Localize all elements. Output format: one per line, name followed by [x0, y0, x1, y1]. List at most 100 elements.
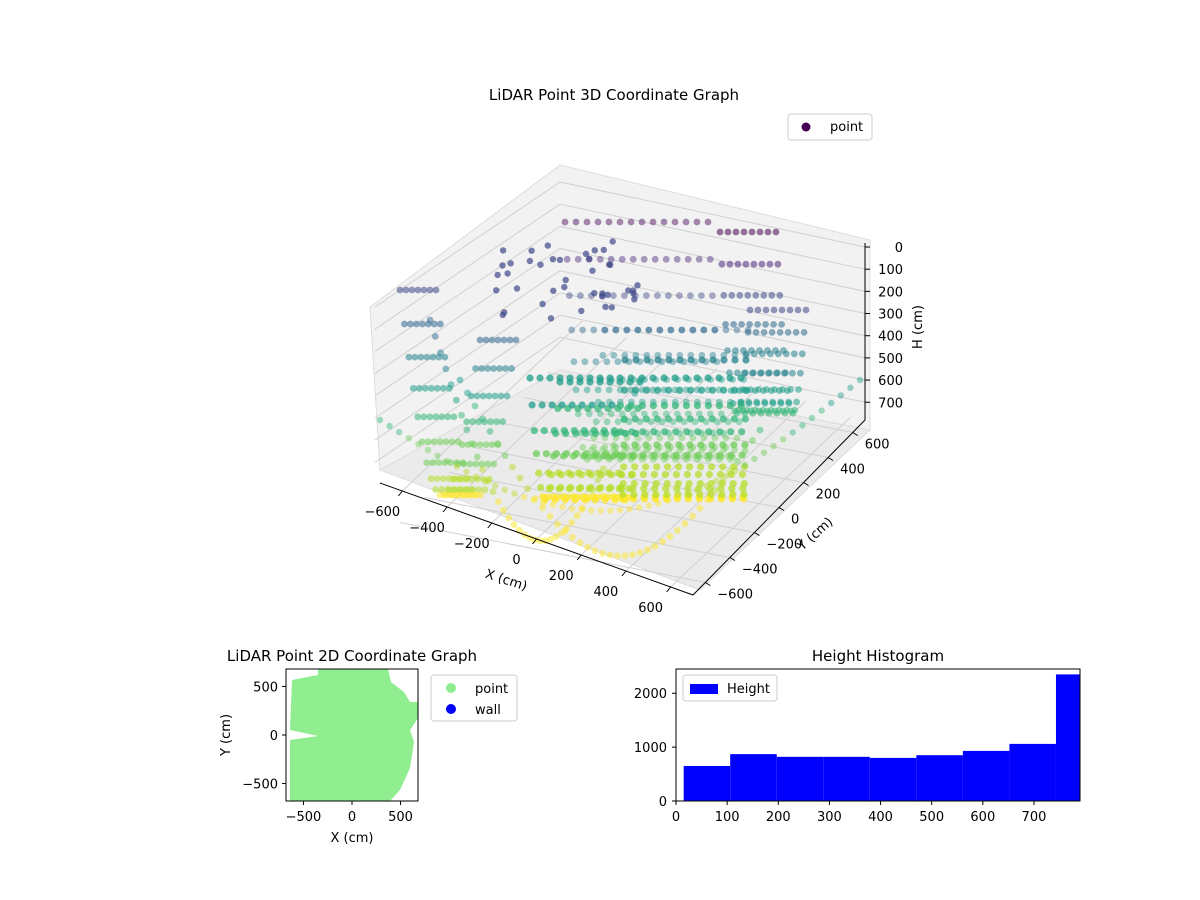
chart3d-point [543, 450, 550, 457]
chart3d-point [696, 256, 703, 263]
chart3d-point [709, 387, 716, 394]
chart3d-point [653, 480, 660, 487]
chart3d-point [502, 365, 509, 372]
chart3d-point [573, 219, 580, 226]
chart3d-point [704, 374, 711, 381]
chart3d-point [562, 219, 569, 226]
chart3d-point [653, 441, 660, 448]
chart3d-point [427, 317, 434, 324]
chart3d-point [413, 321, 420, 328]
chart3d-point [490, 365, 497, 372]
chart3d-point [386, 423, 392, 429]
chart3d-point [663, 256, 670, 263]
chart3d-point [615, 418, 622, 425]
chart3d-hlabel: H (cm) [911, 305, 926, 349]
chart3d-point [675, 463, 682, 470]
chart3d-point [751, 261, 758, 268]
chart3d-point [463, 418, 470, 425]
chart3d-point [676, 387, 683, 394]
hist-xtick-label: 600 [970, 810, 995, 825]
chart3d-point [472, 461, 479, 468]
chart3d-htick-label: 0 [895, 241, 903, 256]
chart3d-point [422, 385, 429, 392]
chart3d-point [705, 219, 712, 226]
chart3d-point [428, 385, 435, 392]
chart3d-point [726, 374, 733, 381]
chart3d-point [791, 350, 798, 357]
chart3d-point [425, 438, 432, 445]
chart3d-point [695, 452, 702, 459]
hist-xtick-label: 300 [817, 810, 842, 825]
chart3d-point [686, 480, 693, 487]
chart3d-htick-label: 700 [878, 396, 903, 411]
chart3d-point [600, 465, 607, 472]
chart3d-point [724, 347, 731, 354]
chart3d-point [521, 494, 527, 500]
chart3d-point [547, 484, 554, 491]
chart3d-point [705, 428, 712, 435]
chart3d-point [489, 337, 496, 344]
chart3d-point [661, 428, 668, 435]
chart3d-point [468, 486, 475, 493]
chart3d-point [730, 321, 737, 328]
chart3d-point [674, 256, 681, 263]
chart3d-point [818, 407, 824, 413]
chart3d-point [799, 422, 805, 428]
hist-xtick-label: 100 [715, 810, 740, 825]
chart3d-point [508, 365, 515, 372]
chart3d-point [795, 386, 802, 393]
chart3d-htick-label: 500 [878, 352, 903, 367]
chart3d-point [437, 321, 444, 328]
chart3d-point [406, 435, 412, 441]
chart3d-point [634, 282, 640, 288]
chart3d-point [743, 261, 750, 268]
chart3d-point [728, 452, 735, 459]
chart3d-point [673, 471, 680, 478]
chart3d-point [526, 374, 533, 381]
chart3d-point [492, 393, 499, 400]
chart3d-point [626, 403, 633, 410]
chart3d-point [486, 393, 493, 400]
chart3d-xtick-label: −400 [409, 521, 445, 536]
chart3d-point [610, 352, 617, 359]
chart3d-point [537, 262, 543, 268]
chart3d-point [452, 475, 459, 482]
chart3d-point [720, 356, 727, 363]
chart3d-point [738, 428, 745, 435]
chart3d-point [584, 387, 591, 394]
chart3d-point [574, 512, 581, 519]
chart3d-point [501, 337, 508, 344]
chart3d-point [450, 486, 457, 493]
chart3d-point [684, 471, 691, 478]
chart3d-point [377, 417, 383, 423]
chart3d-point [564, 256, 571, 263]
chart3d-point [742, 415, 749, 422]
chart3d-point [601, 247, 607, 253]
chart3d-point [456, 486, 463, 493]
chart3d-point [732, 347, 739, 354]
chart3d-point [803, 307, 810, 314]
chart3d-point [741, 229, 748, 236]
chart3d-point [610, 442, 617, 449]
chart3d-point [717, 452, 724, 459]
chart3d-point [755, 307, 762, 314]
chart3d-point [407, 321, 414, 328]
chart3d-point [472, 365, 479, 372]
hist-bar [1056, 674, 1080, 801]
chart3d-point [607, 507, 613, 513]
chart3d-point [674, 527, 681, 534]
chart3d-point [609, 401, 616, 408]
chart3d-point [665, 292, 672, 299]
chart3d-point [494, 440, 501, 447]
chart3d-point [504, 393, 511, 400]
chart3d-point [665, 356, 672, 363]
chart3d-point [450, 413, 457, 420]
chart3d-point [631, 480, 638, 487]
chart3d-point [529, 401, 536, 408]
chart3d-point [653, 463, 660, 470]
chart3d-point [775, 261, 782, 268]
chart3d-point [731, 387, 738, 394]
chart3d-point [727, 261, 734, 268]
chart3d-point [617, 219, 624, 226]
chart3d-point [765, 229, 772, 236]
